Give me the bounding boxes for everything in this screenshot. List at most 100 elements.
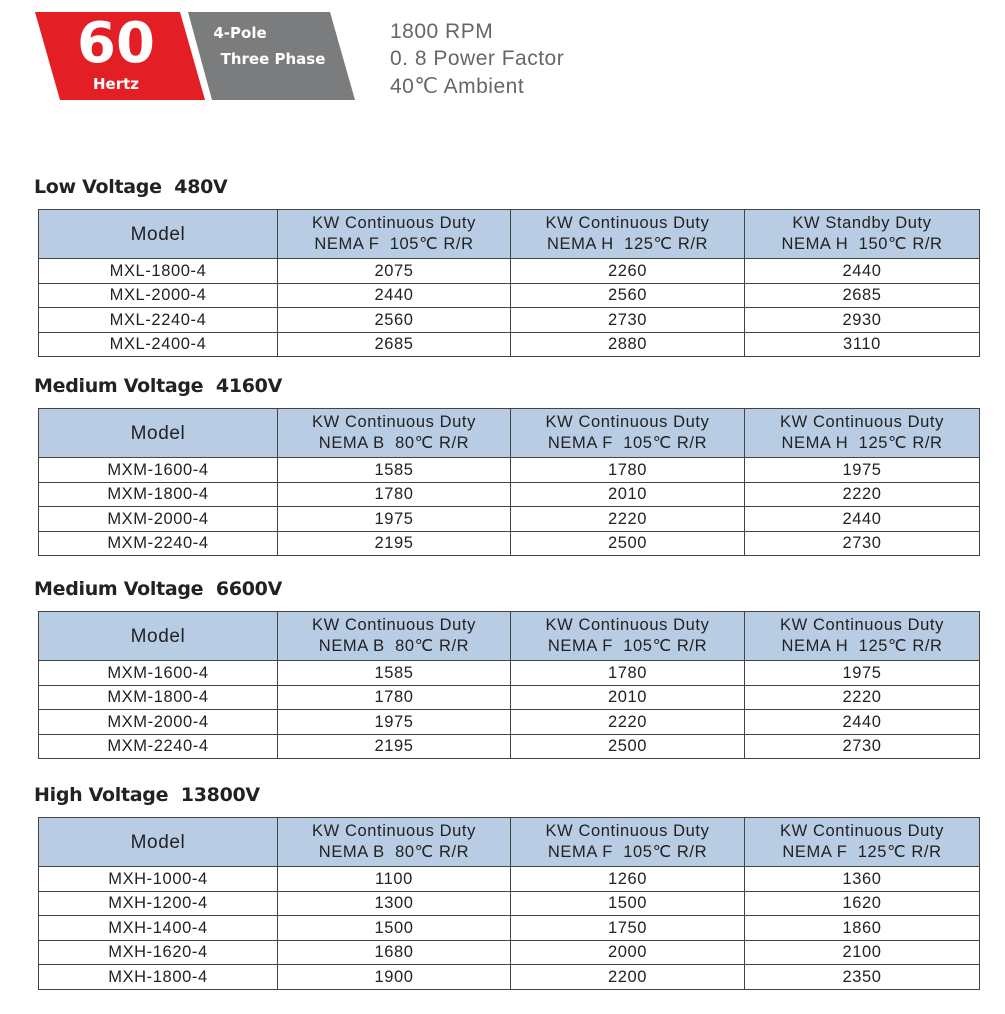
header-line: KW Continuous Duty (312, 822, 476, 840)
cell: 1780 (277, 481, 511, 507)
cell: 1975 (277, 709, 511, 735)
column-header: KW Continuous Duty NEMA B 80℃ R/R (277, 817, 511, 867)
cell: 3110 (744, 331, 980, 357)
cell: 2730 (744, 530, 980, 556)
cell: MXH-1620-4 (38, 939, 278, 965)
column-header: KW Continuous Duty NEMA F 125℃ R/R (744, 817, 980, 867)
data-row: MXH-1620-4 1680 2000 2100 (38, 939, 980, 965)
cell: 2220 (744, 481, 980, 507)
cell: 1100 (277, 866, 511, 892)
cell: MXM-2240-4 (38, 733, 278, 759)
data-row: MXL-2000-4 2440 2560 2685 (38, 282, 980, 308)
cell: 2010 (510, 481, 745, 507)
cell: 2000 (510, 939, 745, 965)
frequency-badge (35, 12, 205, 100)
cell: MXM-2000-4 (38, 709, 278, 735)
header-line: NEMA B 80℃ R/R (318, 843, 470, 861)
cell: MXL-2000-4 (38, 282, 278, 308)
cell: 1360 (744, 866, 980, 892)
header-line: KW Continuous Duty (312, 413, 476, 431)
cell: 1780 (510, 660, 745, 686)
cell: 2260 (510, 258, 745, 284)
header-line: KW Continuous Duty (780, 616, 944, 634)
cell: 2500 (510, 530, 745, 556)
section-title: Medium Voltage 6600V (34, 578, 282, 600)
header-line: NEMA F 105℃ R/R (547, 434, 708, 452)
header-line: KW Continuous Duty (545, 214, 710, 232)
cell: MXH-1400-4 (38, 915, 278, 941)
cell: 2075 (277, 258, 511, 284)
spec-table: Model KW Continuous Duty NEMA B 80℃ R/R KW … (38, 611, 980, 759)
column-header: KW Continuous Duty NEMA F 105℃ R/R (510, 817, 745, 867)
data-row: MXM-2240-4 2195 2500 2730 (38, 733, 980, 759)
header-row: Model KW Continuous Duty NEMA B 80℃ R/R KW … (38, 611, 980, 661)
header-line: KW Continuous Duty (312, 214, 476, 232)
header-line: NEMA F 105℃ R/R (547, 637, 708, 655)
column-header: KW Continuous Duty NEMA F 105℃ R/R (510, 408, 745, 458)
column-header: KW Continuous Duty NEMA H 125℃ R/R (510, 209, 745, 259)
column-header: KW Continuous Duty NEMA H 125℃ R/R (744, 408, 980, 458)
header-badge: 60 Hertz 4-Pole Three Phase (35, 11, 355, 100)
cell: MXH-1000-4 (38, 866, 278, 892)
section-title: High Voltage 13800V (34, 784, 260, 806)
cell: 2730 (510, 307, 745, 333)
cell: 1975 (744, 660, 980, 686)
cell: 2100 (744, 939, 980, 965)
cell: MXM-2240-4 (38, 530, 278, 556)
spec: 0. 8 Power Factor (390, 47, 565, 70)
cell: MXH-1800-4 (38, 964, 278, 990)
column-header: KW Continuous Duty NEMA F 105℃ R/R (277, 209, 511, 259)
header-line: NEMA F 105℃ R/R (314, 235, 474, 253)
header-line: NEMA H 150℃ R/R (781, 235, 943, 253)
cell: 2220 (744, 684, 980, 710)
spec-table: Model KW Continuous Duty NEMA B 80℃ R/R KW … (38, 817, 980, 990)
header-line: KW Standby Duty (792, 214, 932, 232)
cell: MXL-1800-4 (38, 258, 278, 284)
header-row: Model KW Continuous Duty NEMA B 80℃ R/R KW … (38, 408, 980, 458)
cell: 1750 (510, 915, 745, 941)
cell: 1780 (277, 684, 511, 710)
cell: MXH-1200-4 (38, 890, 278, 916)
column-header: KW Standby Duty NEMA H 150℃ R/R (744, 209, 980, 259)
data-row: MXH-1800-4 1900 2200 2350 (38, 964, 980, 990)
cell: 2560 (510, 282, 745, 308)
section-title: Medium Voltage 4160V (34, 375, 282, 397)
cell: 2440 (744, 258, 980, 284)
column-header: Model (38, 611, 278, 661)
column-header: KW Continuous Duty NEMA F 105℃ R/R (510, 611, 745, 661)
spec: 1800 RPM (390, 20, 494, 43)
cell: MXM-1600-4 (38, 457, 278, 483)
header-line: Model (130, 831, 186, 853)
header-row: Model KW Continuous Duty NEMA F 105℃ R/R KW… (38, 209, 980, 259)
cell: 1780 (510, 457, 745, 483)
cell: 1500 (277, 915, 511, 941)
cell: 2730 (744, 733, 980, 759)
cell: 2220 (510, 709, 745, 735)
cell: 2200 (510, 964, 745, 990)
cell: 1585 (277, 660, 511, 686)
cell: MXM-1800-4 (38, 684, 278, 710)
header-line: NEMA H 125℃ R/R (781, 637, 943, 655)
cell: MXL-2240-4 (38, 307, 278, 333)
data-row: MXM-1800-4 1780 2010 2220 (38, 481, 980, 507)
header-line: Model (130, 625, 186, 647)
header-line: NEMA H 125℃ R/R (781, 434, 943, 452)
frequency: 60 (77, 11, 155, 76)
poles: 4-Pole (213, 24, 266, 42)
data-row: MXM-2240-4 2195 2500 2730 (38, 530, 980, 556)
pole-badge (188, 12, 355, 100)
spec: 40℃ Ambient (390, 75, 525, 98)
data-row: MXL-1800-4 2075 2260 2440 (38, 258, 980, 284)
cell: 2440 (744, 506, 980, 532)
cell: 1585 (277, 457, 511, 483)
cell: 2685 (277, 331, 511, 357)
cell: 1975 (744, 457, 980, 483)
cell: 2500 (510, 733, 745, 759)
cell: 1300 (277, 890, 511, 916)
cell: 2220 (510, 506, 745, 532)
header-line: Model (130, 223, 186, 245)
header-line: KW Continuous Duty (312, 616, 476, 634)
data-row: MXM-2000-4 1975 2220 2440 (38, 709, 980, 735)
spec-table: Model KW Continuous Duty NEMA F 105℃ R/R KW… (38, 209, 980, 357)
